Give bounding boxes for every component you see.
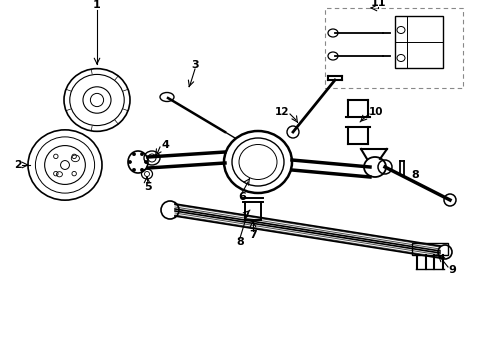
Text: 4: 4	[161, 140, 169, 150]
Circle shape	[141, 153, 144, 156]
Bar	[325, 8, 463, 88]
Text: 1: 1	[93, 0, 101, 10]
Circle shape	[132, 168, 136, 171]
Text: 5: 5	[144, 182, 152, 192]
Text: 11: 11	[370, 0, 386, 8]
Text: 8: 8	[411, 170, 419, 180]
Text: 7: 7	[249, 230, 257, 240]
Text: 3: 3	[191, 60, 199, 70]
Text: 6: 6	[238, 192, 246, 202]
Text: 10: 10	[369, 107, 383, 117]
Text: 2: 2	[14, 160, 22, 170]
Text: 12: 12	[275, 107, 289, 117]
Circle shape	[128, 161, 131, 163]
Bar	[412, 243, 448, 255]
Text: 8: 8	[236, 237, 244, 247]
Bar	[395, 16, 443, 68]
Circle shape	[132, 153, 136, 156]
Circle shape	[145, 161, 147, 163]
Circle shape	[141, 168, 144, 171]
Text: 9: 9	[448, 265, 456, 275]
